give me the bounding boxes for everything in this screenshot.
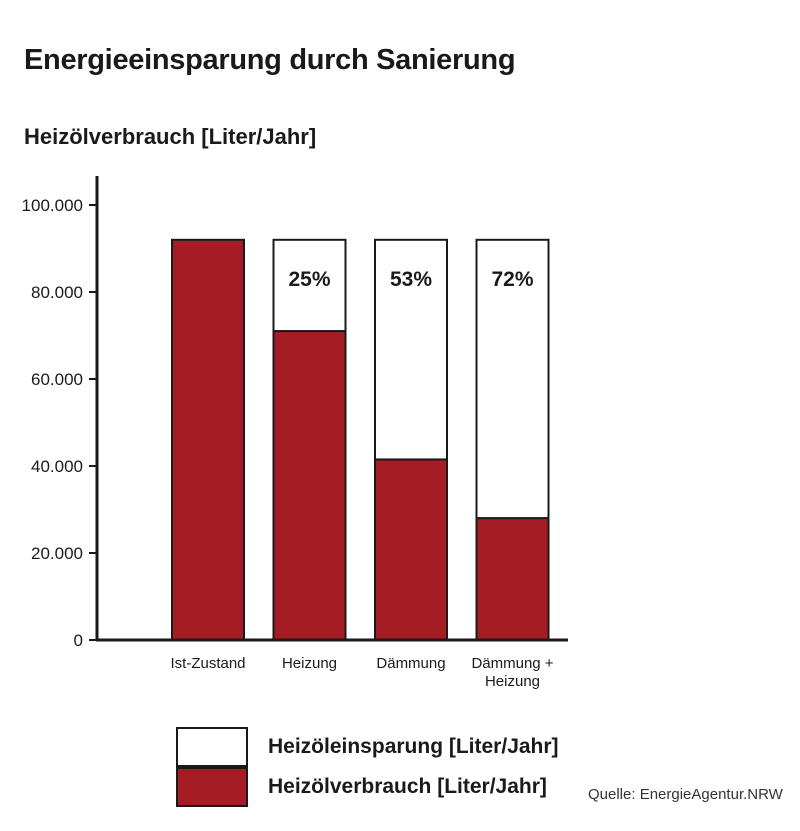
legend-label-consumption: Heizölverbrauch [Liter/Jahr] [268,775,547,798]
legend-swatch-saving [176,727,248,767]
legend-item-consumption: Heizölverbrauch [Liter/Jahr] [176,767,559,807]
legend-swatch-consumption [176,767,248,807]
percent-label: 25% [288,268,330,291]
legend: Heizöleinsparung [Liter/Jahr] Heizölverb… [176,727,559,807]
y-tick-label: 60.000 [31,370,83,389]
axes-group [89,176,568,642]
x-tick-label: Dämmung + [471,655,553,672]
bar-consumption [171,238,245,642]
percent-label: 53% [390,268,432,291]
source-note: Quelle: EnergieAgentur.NRW [588,786,783,803]
y-tick-label: 0 [74,631,83,650]
bar-consumption [475,517,550,642]
bar-chart: Ist-Zustand 25% Heizung 53% Dämmung 72% Dämmun… [22,176,568,690]
legend-label-saving: Heizöleinsparung [Liter/Jahr] [268,735,559,758]
bar-saving [475,238,550,520]
bar-consumption [272,330,347,641]
legend-item-saving: Heizöleinsparung [Liter/Jahr] [176,727,559,767]
x-tick-label: Heizung [485,673,540,690]
x-tick-label: Ist-Zustand [170,655,245,672]
x-tick-label: Dämmung [376,655,445,672]
bar-consumption [374,458,448,641]
y-tick-label: 20.000 [31,544,83,563]
y-tick-label: 80.000 [31,283,83,302]
percent-label: 72% [491,268,533,291]
bar-saving [374,238,448,461]
y-tick-label: 40.000 [31,457,83,476]
x-tick-label: Heizung [282,655,337,672]
labels-group: Ist-Zustand 25% Heizung 53% Dämmung 72% Dämmun… [22,196,554,690]
y-tick-label: 100.000 [22,196,83,215]
y-axis-title: Heizölverbrauch [Liter/Jahr] [24,124,317,149]
bars-group [171,238,550,642]
chart-title: Energieeinsparung durch Sanierung [24,44,516,76]
